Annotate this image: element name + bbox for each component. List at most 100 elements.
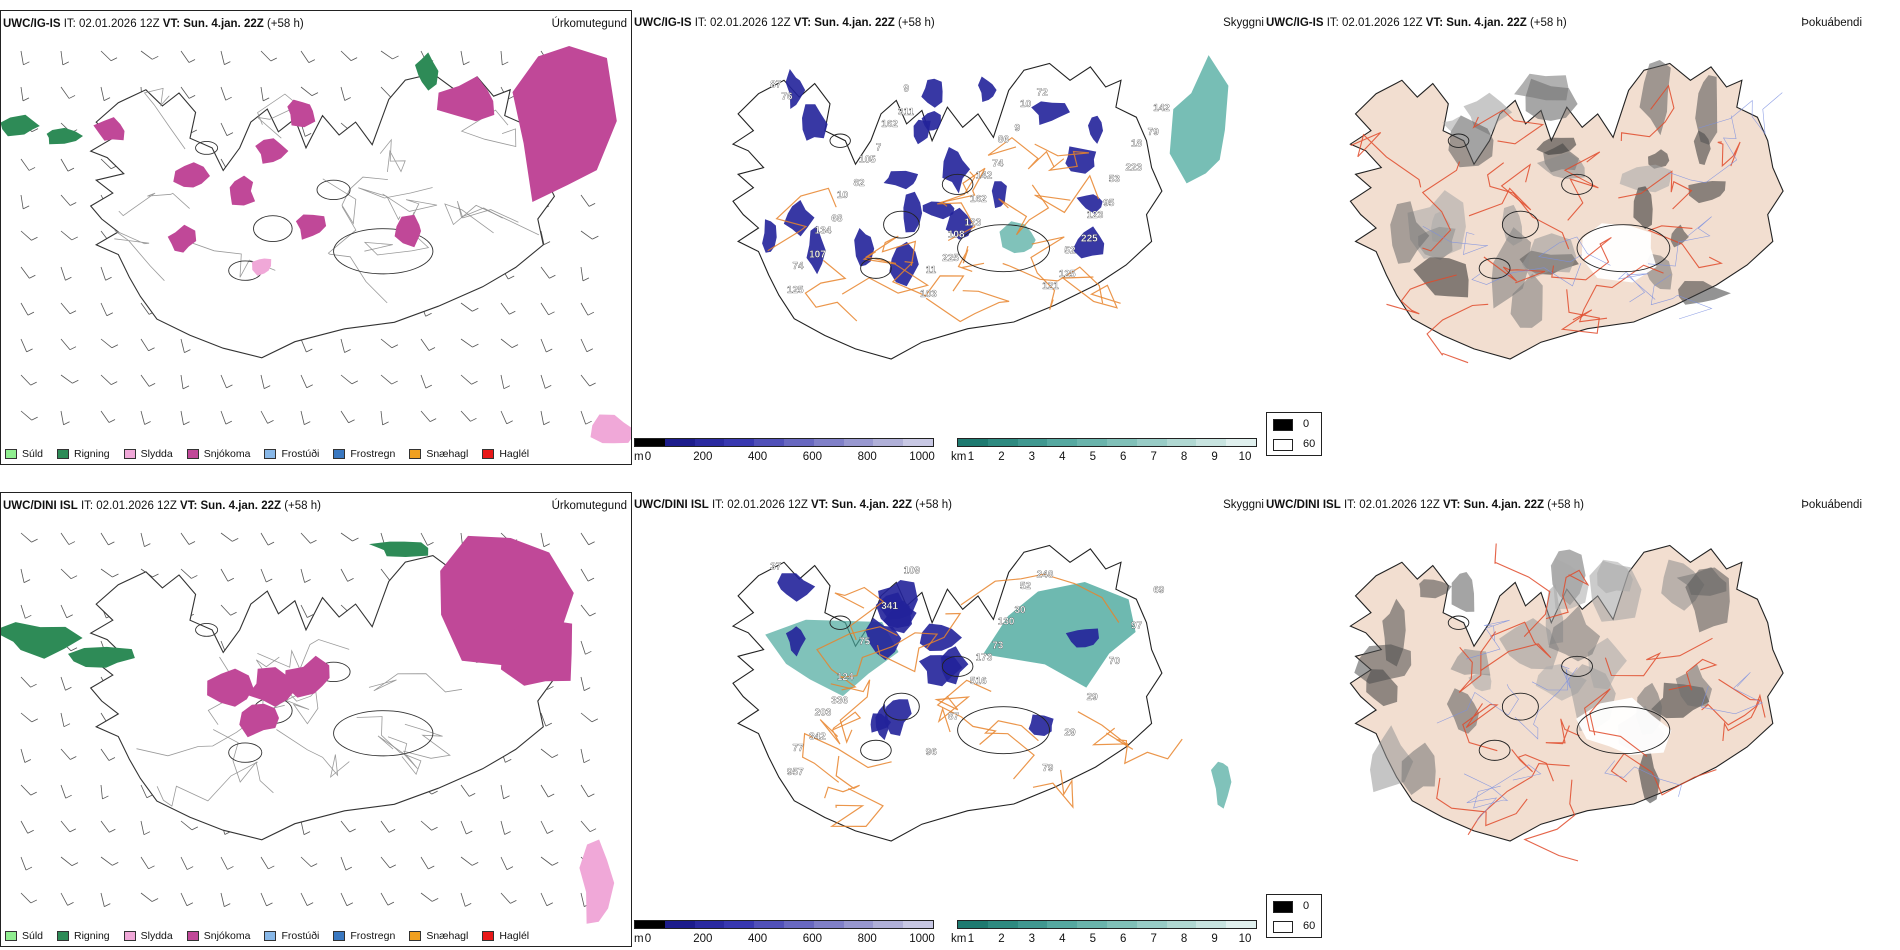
wind-barb xyxy=(20,676,31,688)
visibility-value-label: 7 xyxy=(876,143,882,154)
field-patch xyxy=(1442,116,1474,136)
legend-label: Súld xyxy=(22,448,44,460)
wind-barb-flag xyxy=(428,865,435,870)
wind-barb-flag xyxy=(108,541,115,546)
glacier-outline xyxy=(957,706,1050,755)
road-line xyxy=(1545,569,1590,620)
road-line xyxy=(444,203,540,236)
field-patch xyxy=(777,573,816,602)
road-line xyxy=(1422,226,1489,255)
glacier-outline xyxy=(1561,655,1593,677)
legend-item: Haglél xyxy=(482,930,529,942)
road-line xyxy=(1426,303,1489,364)
road-line xyxy=(1034,143,1089,172)
wind-barb-flag xyxy=(144,421,151,425)
wind-barb xyxy=(180,50,190,63)
wind-barb xyxy=(220,410,227,425)
wind-barb xyxy=(140,302,150,315)
wind-barb xyxy=(340,892,348,906)
colorbar-tick: 600 xyxy=(802,451,822,463)
field-patch xyxy=(1639,60,1671,136)
road-line xyxy=(1604,760,1682,797)
visibility-value-label: 248 xyxy=(1037,569,1054,580)
wind-barb xyxy=(580,266,584,281)
wind-barb xyxy=(300,374,308,388)
wind-barb-flag xyxy=(270,57,277,62)
visibility-value-label: 107 xyxy=(809,249,826,260)
wind-barb xyxy=(20,856,27,871)
colorbar-tick: 6 xyxy=(1120,451,1127,463)
wind-barb xyxy=(420,856,429,870)
legend-item: Rigning xyxy=(57,930,110,942)
wind-barb-flag xyxy=(466,830,473,835)
road-line xyxy=(1386,274,1457,315)
wind-barb-flag xyxy=(266,578,273,583)
field-patch xyxy=(978,76,997,102)
wind-barb-flag xyxy=(471,380,478,385)
visibility-panel-bottom: UWC/DINI ISL IT: 02.01.2026 12Z VT: Sun.… xyxy=(632,492,1264,947)
legend-label: Frostúði xyxy=(281,930,320,942)
wind-barb-flag xyxy=(344,349,351,353)
glacier-outline xyxy=(1576,706,1671,755)
visibility-value-label: 108 xyxy=(948,230,965,241)
wind-barb-flag xyxy=(70,575,78,580)
wind-barb xyxy=(540,230,545,245)
wind-barb-flag xyxy=(103,97,111,102)
wind-barb-flag xyxy=(69,310,77,315)
wind-barb-flag xyxy=(227,577,235,582)
legend-swatch xyxy=(333,449,346,459)
colorbar-tick: 5 xyxy=(1089,933,1096,945)
legend-item: Snæhagl xyxy=(409,930,468,942)
wind-barb xyxy=(380,50,393,60)
wind-barb xyxy=(500,410,508,424)
wind-barb xyxy=(60,86,70,99)
panel-title: UWC/DINI ISL IT: 02.01.2026 12Z VT: Sun.… xyxy=(634,499,952,511)
wind-barb-flag xyxy=(65,686,72,691)
wind-barb-flag xyxy=(347,578,354,582)
fog-key: 0 60 xyxy=(1266,894,1322,938)
wind-barb-flag xyxy=(583,759,591,764)
visibility-value-label: 68 xyxy=(831,214,843,225)
road-line xyxy=(1538,236,1611,266)
wind-barb-flag xyxy=(25,866,33,871)
colorbar-tick: 9 xyxy=(1211,451,1218,463)
field-patch xyxy=(394,214,421,248)
wind-barb-flag xyxy=(506,420,513,425)
wind-barb xyxy=(60,820,71,833)
wind-barb-flag xyxy=(388,829,396,833)
wind-barb-flag xyxy=(182,385,190,390)
legend-label: Snjókoma xyxy=(203,448,251,460)
panel-title: UWC/IG-IS IT: 02.01.2026 12Z VT: Sun. 4.… xyxy=(1266,17,1567,29)
wind-barb xyxy=(460,892,466,907)
fog-key-max: 60 xyxy=(1303,438,1316,450)
legend-swatch xyxy=(409,449,422,459)
visibility-value-label: 124 xyxy=(837,672,854,683)
wind-barb-flag xyxy=(190,129,198,134)
wind-barb xyxy=(500,820,505,835)
field-patch xyxy=(287,99,316,128)
field-patch xyxy=(1522,233,1577,279)
field-patch xyxy=(942,147,971,194)
wind-barb-flag xyxy=(25,614,32,619)
visibility-value-label: 53 xyxy=(1109,174,1121,185)
field-patch xyxy=(436,76,495,122)
road-line xyxy=(841,251,930,295)
wind-barb-flag xyxy=(146,794,154,799)
wind-barb-flag xyxy=(589,612,596,617)
wind-barb-flag xyxy=(108,419,116,423)
wind-barb xyxy=(460,410,471,422)
road-line xyxy=(457,200,519,223)
field-patch xyxy=(1514,73,1569,101)
field-patch xyxy=(1451,572,1475,612)
visibility-value-label: 52 xyxy=(1064,245,1076,256)
wind-barb xyxy=(20,158,30,171)
wind-barb-flag xyxy=(183,421,190,426)
glacier-outline xyxy=(1447,133,1470,148)
wind-barb-flag xyxy=(585,420,592,425)
wind-barb-flag xyxy=(152,55,159,60)
road-line xyxy=(934,695,971,733)
wind-barb-flag xyxy=(346,902,354,907)
wind-barb-flag xyxy=(186,902,194,907)
wind-barb-flag xyxy=(111,344,119,349)
wind-barb-flag xyxy=(31,538,38,543)
